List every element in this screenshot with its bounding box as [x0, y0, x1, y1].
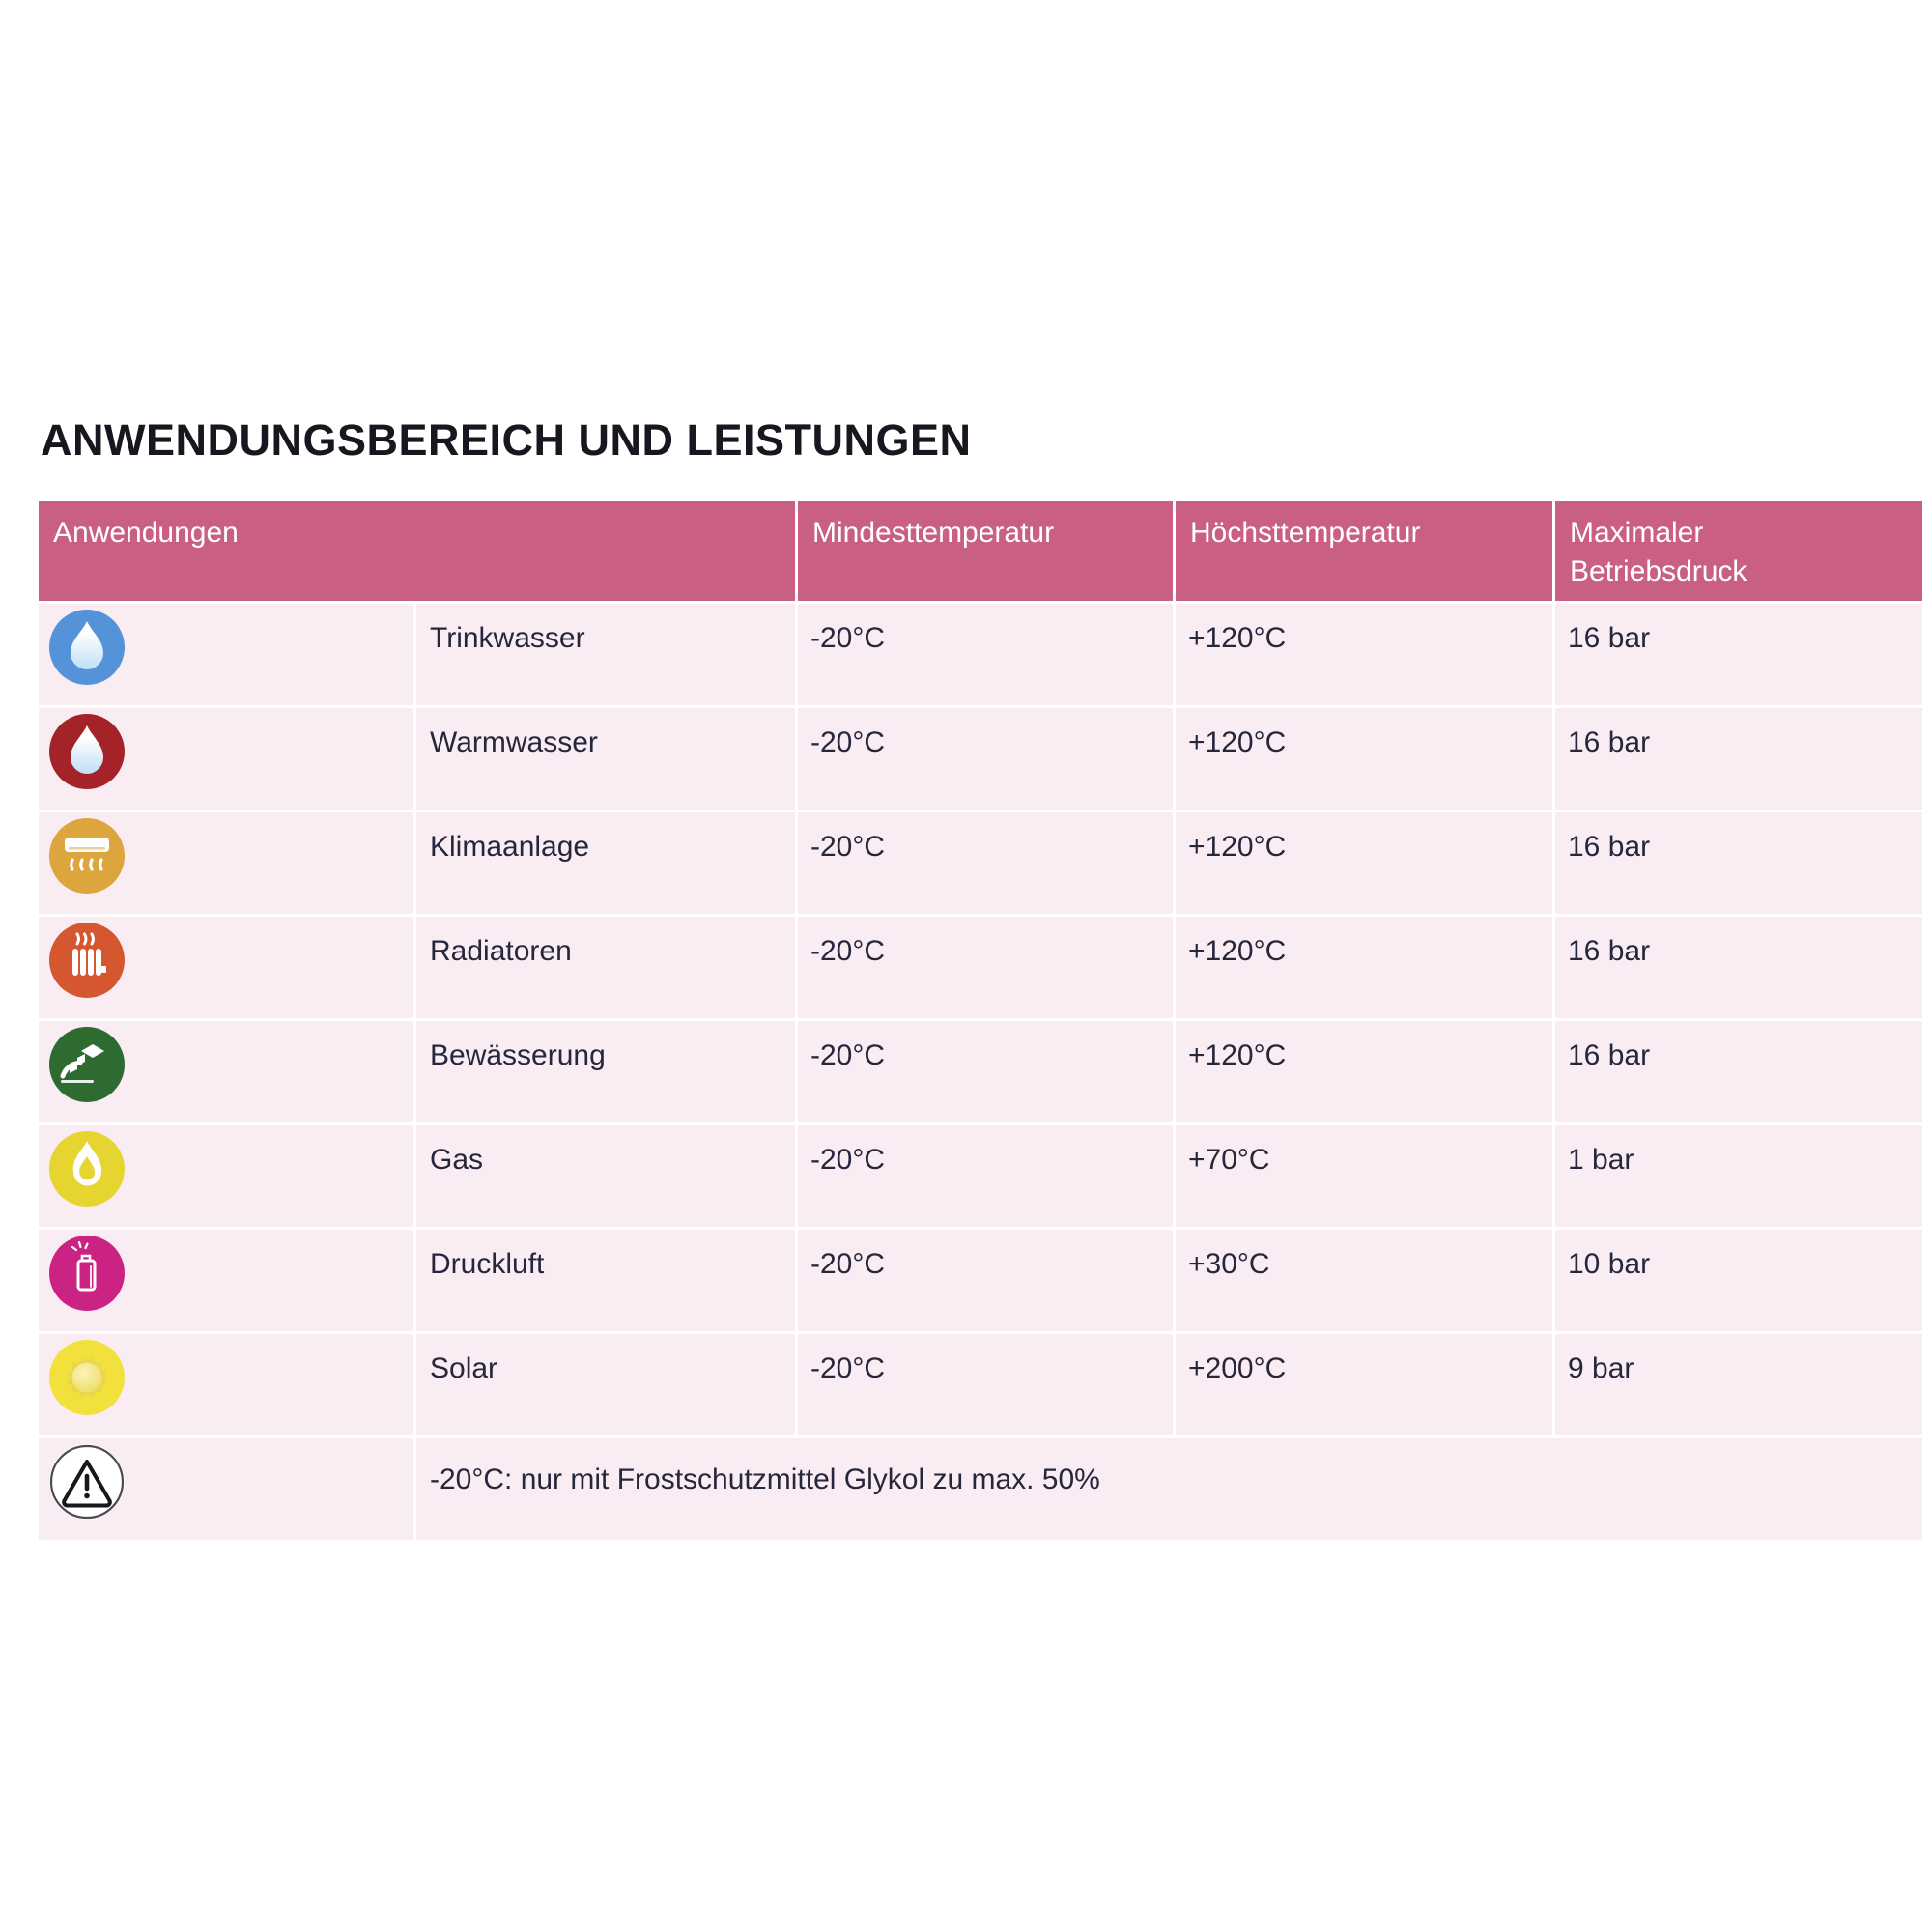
column-header-anwendungen: Anwendungen: [39, 501, 795, 601]
max-pressure-value: 16 bar: [1555, 917, 1922, 1018]
max-pressure-value: 10 bar: [1555, 1230, 1922, 1331]
column-header-mindesttemperatur: Mindesttemperatur: [798, 501, 1173, 601]
application-label: Warmwasser: [416, 708, 795, 810]
max-temp-value: +30°C: [1176, 1230, 1552, 1331]
min-temp-value: -20°C: [798, 1021, 1173, 1122]
application-label: Druckluft: [416, 1230, 795, 1331]
page-title: ANWENDUNGSBEREICH UND LEISTUNGEN: [41, 415, 972, 466]
radiator-icon: [39, 917, 413, 1018]
min-temp-value: -20°C: [798, 1230, 1173, 1331]
warning-icon: [39, 1438, 413, 1540]
application-label: Trinkwasser: [416, 604, 795, 705]
application-label: Radiatoren: [416, 917, 795, 1018]
max-pressure-value: 16 bar: [1555, 604, 1922, 705]
applications-table: Anwendungen Mindesttemperatur Höchsttemp…: [39, 501, 1922, 1540]
max-temp-value: +120°C: [1176, 917, 1552, 1018]
min-temp-value: -20°C: [798, 604, 1173, 705]
application-label: Gas: [416, 1125, 795, 1227]
max-temp-value: +70°C: [1176, 1125, 1552, 1227]
max-temp-value: +120°C: [1176, 1021, 1552, 1122]
hot-water-drop-icon: [39, 708, 413, 810]
sun-icon: [39, 1334, 413, 1435]
irrigation-icon: [39, 1021, 413, 1122]
drinking-water-drop-icon: [39, 604, 413, 705]
max-temp-value: +120°C: [1176, 812, 1552, 914]
spray-can-icon: [39, 1230, 413, 1331]
footnote-text: -20°C: nur mit Frostschutzmittel Glykol …: [416, 1438, 1922, 1540]
application-label: Klimaanlage: [416, 812, 795, 914]
min-temp-value: -20°C: [798, 812, 1173, 914]
application-label: Bewässerung: [416, 1021, 795, 1122]
min-temp-value: -20°C: [798, 1125, 1173, 1227]
min-temp-value: -20°C: [798, 708, 1173, 810]
column-header-hoechsttemperatur: Höchsttemperatur: [1176, 501, 1552, 601]
air-conditioner-icon: [39, 812, 413, 914]
max-pressure-value: 1 bar: [1555, 1125, 1922, 1227]
min-temp-value: -20°C: [798, 1334, 1173, 1435]
application-label: Solar: [416, 1334, 795, 1435]
max-pressure-value: 16 bar: [1555, 1021, 1922, 1122]
max-temp-value: +120°C: [1176, 708, 1552, 810]
max-temp-value: +120°C: [1176, 604, 1552, 705]
max-pressure-value: 16 bar: [1555, 708, 1922, 810]
max-pressure-value: 9 bar: [1555, 1334, 1922, 1435]
max-temp-value: +200°C: [1176, 1334, 1552, 1435]
gas-flame-icon: [39, 1125, 413, 1227]
min-temp-value: -20°C: [798, 917, 1173, 1018]
column-header-max-betriebsdruck: Maximaler Betriebsdruck: [1555, 501, 1922, 601]
max-pressure-value: 16 bar: [1555, 812, 1922, 914]
